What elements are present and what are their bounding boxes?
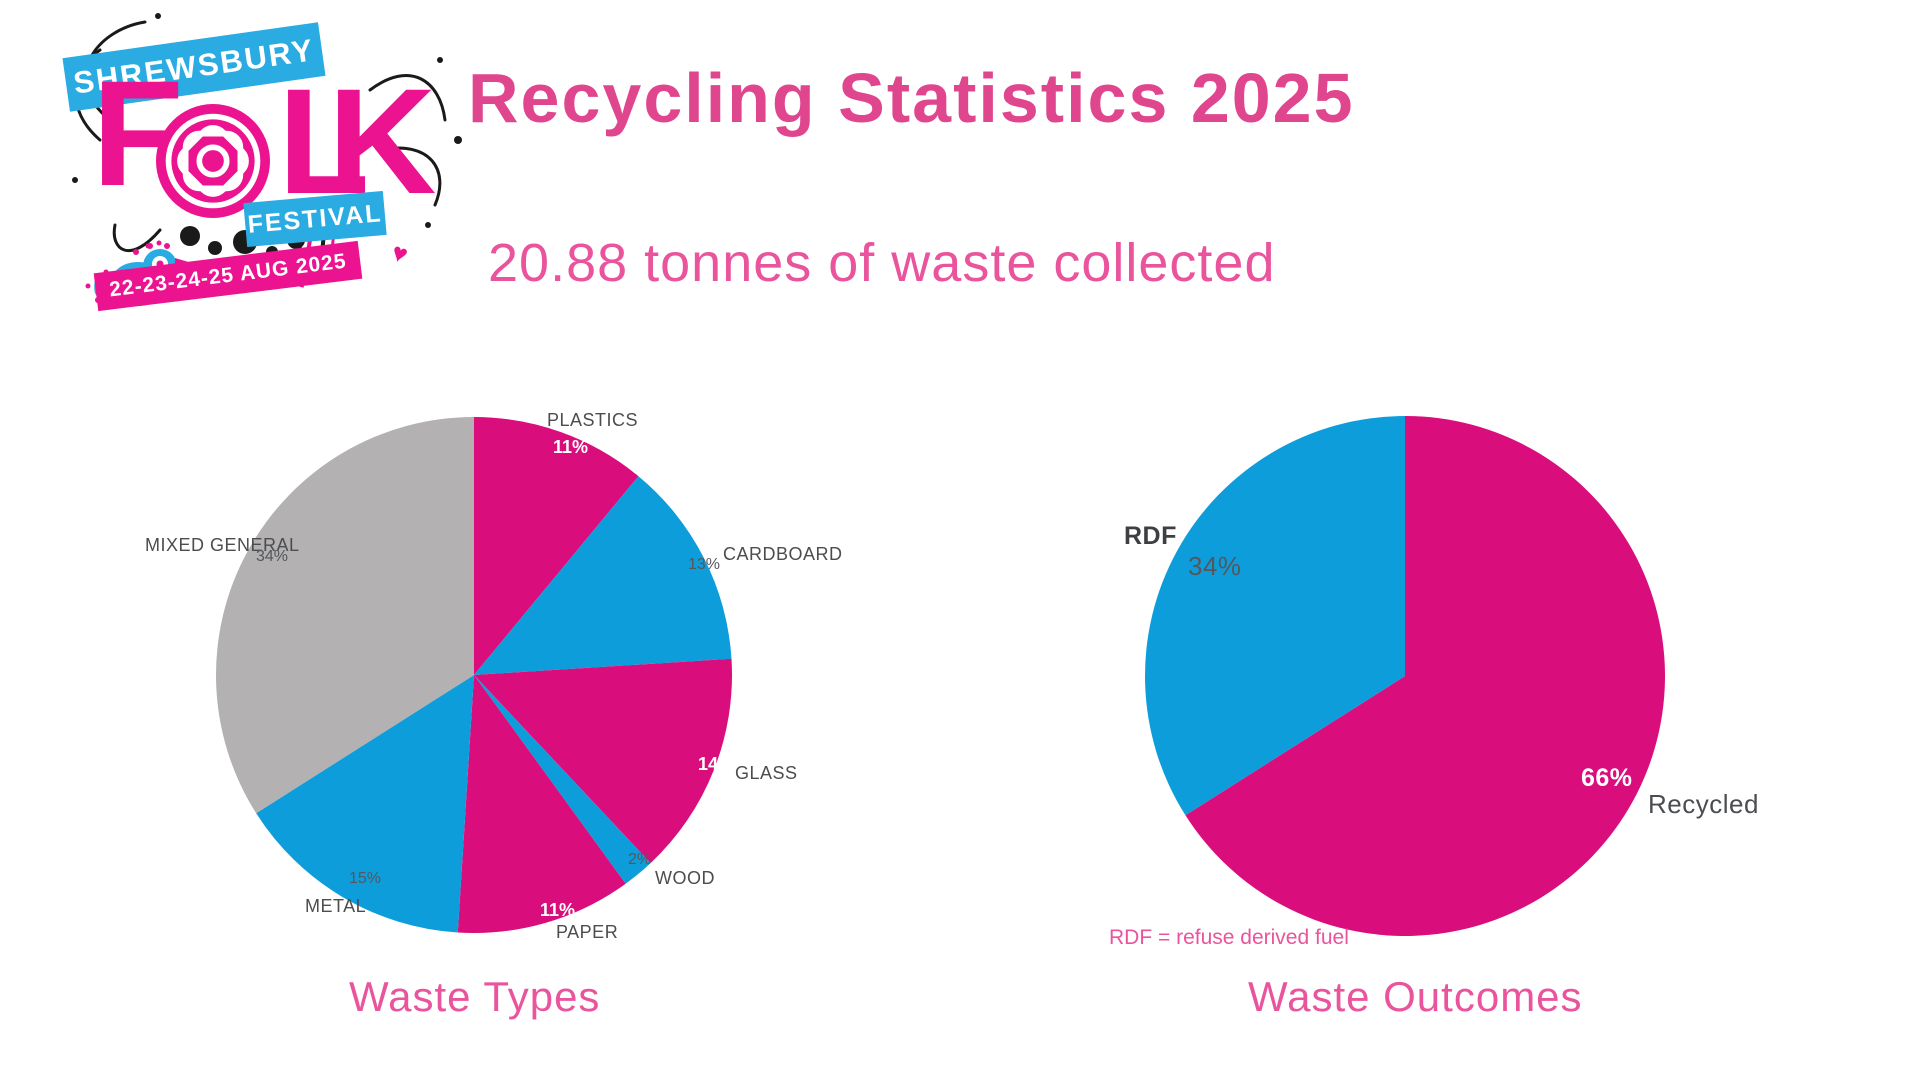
page-title: Recycling Statistics 2025	[468, 59, 1355, 137]
celtic-knot-icon	[156, 104, 270, 218]
slice-label-recycled: Recycled	[1648, 789, 1759, 819]
pie-slice-plastics	[474, 417, 639, 675]
slice-pct-wood: 2%	[628, 851, 652, 868]
waste-types-pie-chart	[215, 417, 732, 933]
slice-label-glass: GLASS	[735, 763, 798, 783]
rdf-footnote: RDF = refuse derived fuel	[1109, 926, 1349, 949]
slice-pct-metal: 15%	[349, 870, 382, 887]
slice-label-paper: PAPER	[556, 922, 619, 942]
pie-slice-metal	[256, 675, 474, 933]
pie-slice-paper	[457, 675, 626, 933]
slice-label-metal: METAL	[305, 896, 367, 916]
slice-pct-plastics: 11%	[553, 437, 589, 457]
page-subtitle: 20.88 tonnes of waste collected	[488, 233, 1276, 293]
slice-label-plastics: PLASTICS	[547, 410, 639, 430]
logo-letter-l: L	[278, 57, 370, 225]
slice-label-wood: WOOD	[655, 868, 715, 888]
slice-label-cardboard: CARDBOARD	[723, 544, 843, 564]
slice-pct-glass: 14%	[698, 754, 735, 774]
pie-slice-mixed-general	[215, 417, 474, 814]
slice-pct-rdf: 34%	[1188, 551, 1242, 581]
slice-pct-recycled: 66%	[1581, 764, 1633, 792]
pie-slice-wood	[474, 675, 651, 884]
slice-label-rdf: RDF	[1124, 522, 1177, 550]
pie-slice-recycled	[1185, 416, 1665, 937]
slice-label-mixed-general: MIXED GENERAL	[145, 535, 300, 555]
pie-slice-cardboard	[474, 476, 732, 675]
waste-types-caption: Waste Types	[349, 973, 601, 1020]
waste-outcomes-caption: Waste Outcomes	[1248, 973, 1583, 1020]
waste-outcomes-pie-chart	[1144, 416, 1665, 937]
slice-pct-paper: 11%	[540, 900, 576, 920]
slice-pct-cardboard: 13%	[688, 556, 721, 573]
pie-slice-glass	[474, 658, 732, 864]
festival-logo: SHREWSBURY F L K FESTIVAL ♥ 22-23-24-25 …	[40, 0, 470, 375]
slice-pct-mixed-general: 34%	[256, 548, 289, 565]
pie-slice-rdf	[1144, 416, 1405, 816]
